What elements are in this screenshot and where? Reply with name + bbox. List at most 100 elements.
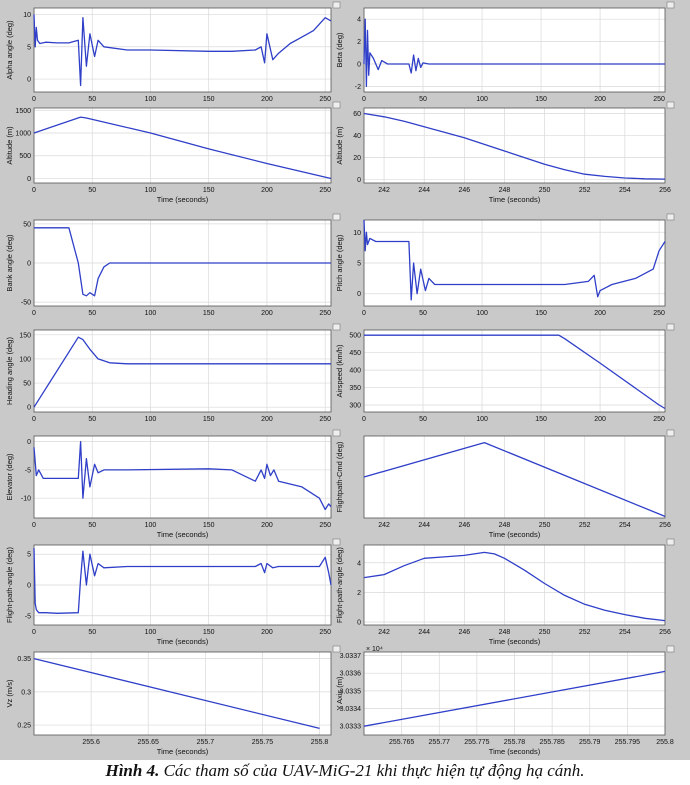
dock-icon[interactable] (332, 213, 341, 221)
chart-pitch: 0 50 100 150 200 250 0 5 10 Pitch angle (deg) (335, 213, 675, 317)
x-tick-label: 100 (476, 310, 488, 317)
plot-area (34, 436, 331, 518)
dock-icon[interactable] (666, 323, 675, 331)
plot-area (34, 652, 331, 735)
x-tick-label: 246 (458, 522, 470, 529)
x-tick-label: 50 (419, 416, 427, 423)
dock-icon[interactable] (666, 213, 675, 221)
plot-area (364, 8, 665, 92)
x-tick-label: 150 (203, 629, 215, 636)
y-axis-label: Vz (m/s) (5, 679, 14, 707)
x-tick-label: 150 (203, 522, 215, 529)
dock-icon[interactable] (666, 538, 675, 546)
x-tick-label: 255.65 (138, 739, 160, 746)
x-tick-label: 255.78 (504, 739, 526, 746)
x-tick-label: 255.79 (579, 739, 601, 746)
plot-area (364, 108, 665, 183)
y-tick-label: 5 (27, 44, 31, 51)
dock-icon[interactable] (666, 429, 675, 437)
series-line-heading (33, 336, 331, 408)
dock-icon[interactable] (666, 645, 675, 653)
plot-frame (33, 651, 332, 736)
dock-icon[interactable] (332, 101, 341, 109)
y-tick-label: -5 (25, 467, 31, 474)
x-tick-label: 256 (659, 522, 671, 529)
plot-frame (33, 435, 332, 519)
dock-icon[interactable] (332, 645, 341, 653)
y-tick-label: -10 (21, 496, 31, 503)
y-axis-label: Beta (deg) (335, 32, 344, 68)
x-tick-label: 200 (261, 96, 273, 103)
caption-text: Các tham số của UAV-MiG-21 khi thực hiện… (163, 761, 585, 780)
series-line-yaxis (363, 670, 666, 727)
chart-alpha: 0 50 100 150 200 250 0 5 10 Alpha angle (deg) (5, 1, 341, 103)
dock-icon[interactable] (332, 1, 341, 9)
chart-altitude1: 0 50 100 150 200 250 0 500 1000 1500 Altitude (m) T… (5, 101, 341, 204)
x-tick-label: 50 (88, 629, 96, 636)
series-line-fpa2 (363, 551, 666, 622)
x-tick-label: 244 (418, 629, 430, 636)
plot-frame (33, 329, 332, 413)
x-tick-label: 242 (378, 522, 390, 529)
x-tick-label: 255.77 (429, 739, 451, 746)
series-line-fpacmd (363, 441, 666, 518)
dock-icon[interactable] (332, 323, 341, 331)
x-tick-label: 246 (458, 187, 470, 194)
chart-elevator: 0 50 100 150 200 250 -10 -5 0 Elevator (deg) Time … (5, 429, 341, 539)
series-line-beta (363, 18, 665, 88)
x-tick-label: 100 (476, 416, 488, 423)
y-tick-label: -5 (25, 613, 31, 620)
x-tick-label: 50 (88, 416, 96, 423)
figure-caption: Hình 4. Các tham số của UAV-MiG-21 khi t… (0, 757, 690, 785)
dock-icon[interactable] (332, 538, 341, 546)
x-tick-label: 250 (653, 416, 665, 423)
x-tick-label: 50 (88, 187, 96, 194)
x-tick-label: 0 (362, 310, 366, 317)
y-tick-label: 0 (27, 583, 31, 590)
y-tick-label: 350 (349, 385, 361, 392)
x-tick-label: 150 (535, 416, 547, 423)
x-tick-label: 0 (32, 629, 36, 636)
x-axis-label: Time (seconds) (489, 530, 541, 539)
x-axis-label: Time (seconds) (157, 747, 209, 756)
dock-icon[interactable] (666, 101, 675, 109)
x-tick-label: 50 (88, 96, 96, 103)
x-axis-label: Time (seconds) (157, 530, 209, 539)
x-axis-label: Time (seconds) (489, 195, 541, 204)
x-tick-label: 248 (499, 522, 511, 529)
y-axis-label: Altitude (m) (335, 126, 344, 165)
plot-area (364, 545, 665, 625)
x-tick-label: 150 (535, 96, 547, 103)
x-tick-label: 0 (32, 187, 36, 194)
x-tick-label: 250 (539, 629, 551, 636)
x-tick-label: 50 (419, 96, 427, 103)
y-tick-label: 5 (357, 261, 361, 268)
x-tick-label: 242 (378, 187, 390, 194)
x-axis-label: Time (seconds) (157, 195, 209, 204)
y-tick-label: 50 (23, 381, 31, 388)
plot-frame (363, 107, 666, 184)
series-line-bank (34, 227, 331, 297)
chart-altitude2: 242 244 246 248 250 252 254 256 0 20 40 60 Altitude … (335, 101, 675, 204)
x-tick-label: 250 (653, 96, 665, 103)
y-tick-label: 1000 (15, 131, 31, 138)
y-axis-label: Flightpath-Cmd (deg) (335, 441, 344, 512)
x-tick-label: 255.7 (197, 739, 215, 746)
caption-label: Hình 4. (105, 761, 160, 780)
x-tick-label: 200 (261, 416, 273, 423)
dock-icon[interactable] (332, 429, 341, 437)
x-axis-label: Time (seconds) (489, 747, 541, 756)
x-tick-label: 255.8 (656, 739, 674, 746)
y-tick-label: 300 (349, 403, 361, 410)
x-tick-label: 250 (319, 310, 331, 317)
y-tick-label: 3.0334 (340, 706, 362, 713)
y-tick-label: 4 (357, 560, 361, 567)
y-tick-label: 150 (19, 332, 31, 339)
dock-icon[interactable] (666, 1, 675, 9)
x-tick-label: 50 (419, 310, 427, 317)
x-tick-label: 248 (499, 629, 511, 636)
x-tick-label: 100 (145, 96, 157, 103)
x-tick-label: 200 (594, 416, 606, 423)
chart-fpa1: 0 50 100 150 200 250 -5 0 5 Flight-path-angle (de… (5, 538, 341, 646)
